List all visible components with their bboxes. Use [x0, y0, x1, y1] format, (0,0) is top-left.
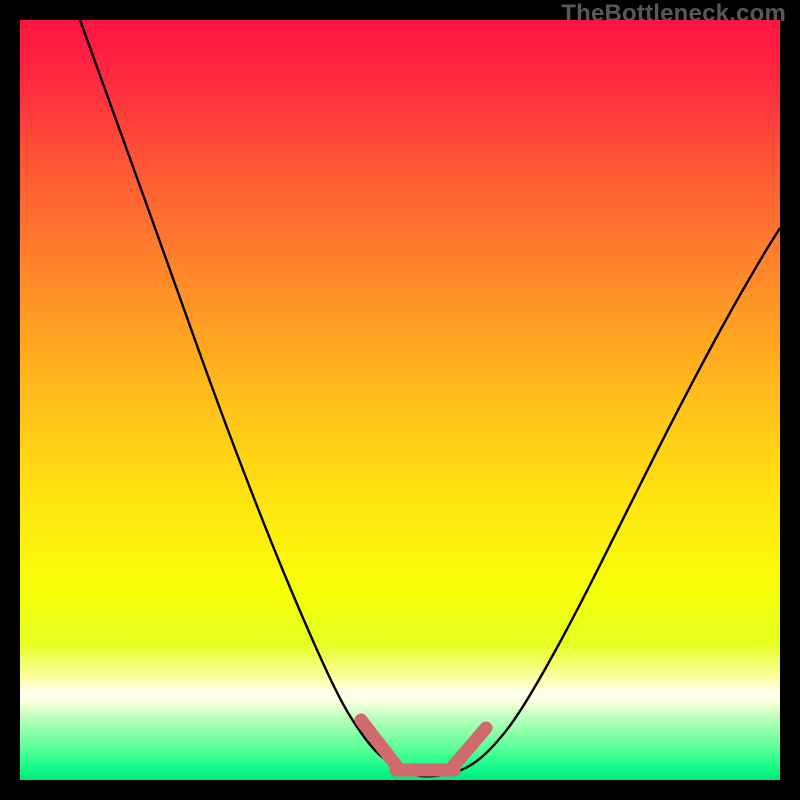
chart-frame: TheBottleneck.com	[0, 0, 800, 800]
plot-area	[20, 20, 780, 780]
gradient-background	[20, 20, 780, 780]
bottleneck-curve-chart	[20, 20, 780, 780]
